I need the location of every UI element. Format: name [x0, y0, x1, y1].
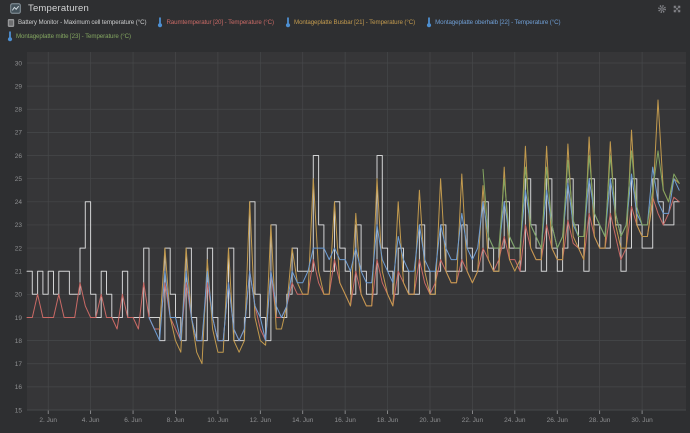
legend-label: Raumtemperatur [20] - Temperature (°C) [166, 19, 275, 26]
legend-label: Montageplatte mitte [23] - Temperature (… [16, 33, 131, 40]
svg-text:22. Jun: 22. Jun [462, 417, 484, 424]
svg-text:18: 18 [15, 338, 23, 345]
gridlines [27, 52, 686, 414]
series-line-3 [148, 166, 680, 342]
expand-icon[interactable] [672, 4, 682, 14]
svg-text:6. Jun: 6. Jun [124, 417, 142, 424]
series-line-1 [26, 196, 680, 342]
svg-text:8. Jun: 8. Jun [167, 417, 185, 424]
panel-chart-icon [10, 3, 21, 14]
svg-text:30: 30 [15, 60, 23, 67]
svg-text:22: 22 [15, 245, 23, 252]
svg-text:28: 28 [15, 107, 23, 114]
chart-legend: Battery Monitor - Maximum cell temperatu… [7, 17, 683, 42]
legend-item-2[interactable]: Montageplatte Busbar [21] - Temperature … [285, 17, 415, 28]
svg-text:24. Jun: 24. Jun [504, 417, 526, 424]
axis-labels: 30 29 28 27 26 25 24 23 22 21 20 19 18 17 16 15 2. Jun 4.… [15, 60, 653, 424]
svg-text:24: 24 [15, 199, 23, 206]
legend-item-0[interactable]: Battery Monitor - Maximum cell temperatu… [7, 18, 147, 28]
svg-text:26: 26 [15, 153, 23, 160]
svg-text:16. Jun: 16. Jun [334, 417, 356, 424]
svg-text:14. Jun: 14. Jun [292, 417, 314, 424]
gear-icon[interactable] [657, 4, 667, 14]
svg-text:30. Jun: 30. Jun [631, 417, 653, 424]
svg-text:27: 27 [15, 130, 23, 137]
svg-text:20. Jun: 20. Jun [419, 417, 441, 424]
box-icon [7, 18, 15, 27]
legend-label: Montageplatte oberhalb [22] - Temperatur… [435, 19, 561, 26]
svg-text:23: 23 [15, 222, 23, 229]
thermometer-icon [285, 17, 291, 28]
svg-text:12. Jun: 12. Jun [250, 417, 272, 424]
legend-item-3[interactable]: Montageplatte oberhalb [22] - Temperatur… [426, 17, 561, 28]
svg-text:17: 17 [15, 361, 23, 368]
svg-text:21: 21 [15, 269, 23, 276]
series-line-4 [482, 150, 680, 249]
panel-title: Temperaturen [28, 3, 90, 14]
svg-text:28. Jun: 28. Jun [589, 417, 611, 424]
thermometer-icon [158, 17, 163, 28]
svg-text:16: 16 [15, 384, 23, 391]
svg-text:4. Jun: 4. Jun [82, 417, 100, 424]
svg-text:26. Jun: 26. Jun [547, 417, 569, 424]
svg-text:10. Jun: 10. Jun [207, 417, 229, 424]
svg-text:18. Jun: 18. Jun [377, 417, 399, 424]
svg-text:15: 15 [15, 407, 23, 414]
panel-header: Temperaturen [10, 3, 89, 14]
svg-text:25: 25 [15, 176, 23, 183]
legend-label: Montageplatte Busbar [21] - Temperature … [294, 19, 416, 26]
thermometer-icon [7, 31, 13, 42]
legend-item-1[interactable]: Raumtemperatur [20] - Temperature (°C) [157, 17, 274, 28]
legend-item-4[interactable]: Montageplatte mitte [23] - Temperature (… [7, 31, 131, 42]
svg-text:20: 20 [15, 292, 23, 299]
panel-header-actions [657, 4, 682, 14]
svg-text:2. Jun: 2. Jun [39, 417, 57, 424]
legend-label: Battery Monitor - Maximum cell temperatu… [18, 19, 147, 26]
svg-text:19: 19 [15, 315, 23, 322]
thermometer-icon [427, 17, 432, 28]
svg-text:29: 29 [15, 83, 23, 90]
